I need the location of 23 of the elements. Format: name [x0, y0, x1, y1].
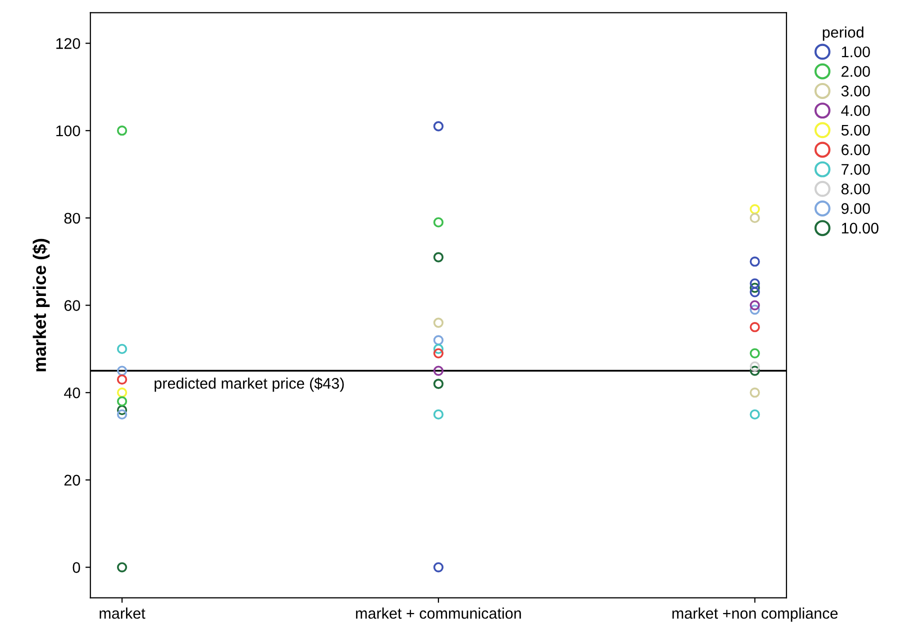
y-tick-label: 20 — [64, 474, 80, 486]
y-axis-title: market price ($) — [32, 238, 50, 372]
legend-label: 8.00 — [841, 184, 870, 194]
x-tick-label: market +non compliance — [672, 608, 838, 622]
y-tick-label: 100 — [56, 125, 80, 136]
legend-label: 6.00 — [842, 144, 870, 156]
legend-label: 2.00 — [842, 66, 870, 77]
legend-label: 3.00 — [841, 86, 870, 96]
legend-label: 1.00 — [842, 46, 870, 58]
y-tick-label: 120 — [56, 38, 80, 49]
x-tick-label: market — [100, 608, 146, 619]
y-tick-label: 0 — [72, 562, 80, 573]
y-tick-label: 40 — [64, 387, 80, 398]
y-tick-label: 80 — [64, 212, 80, 224]
legend-label: 5.00 — [841, 124, 870, 136]
legend-label: 10.00 — [842, 222, 878, 234]
ref-line-label: predicted market price ($43) — [154, 377, 344, 392]
legend-label: 4.00 — [841, 105, 870, 116]
legend-title: period — [822, 26, 864, 41]
x-tick-label: market + communication — [356, 608, 521, 619]
legend-label: 9.00 — [842, 203, 870, 214]
y-tick-label: 60 — [64, 300, 80, 311]
legend-label: 7.00 — [842, 164, 870, 175]
